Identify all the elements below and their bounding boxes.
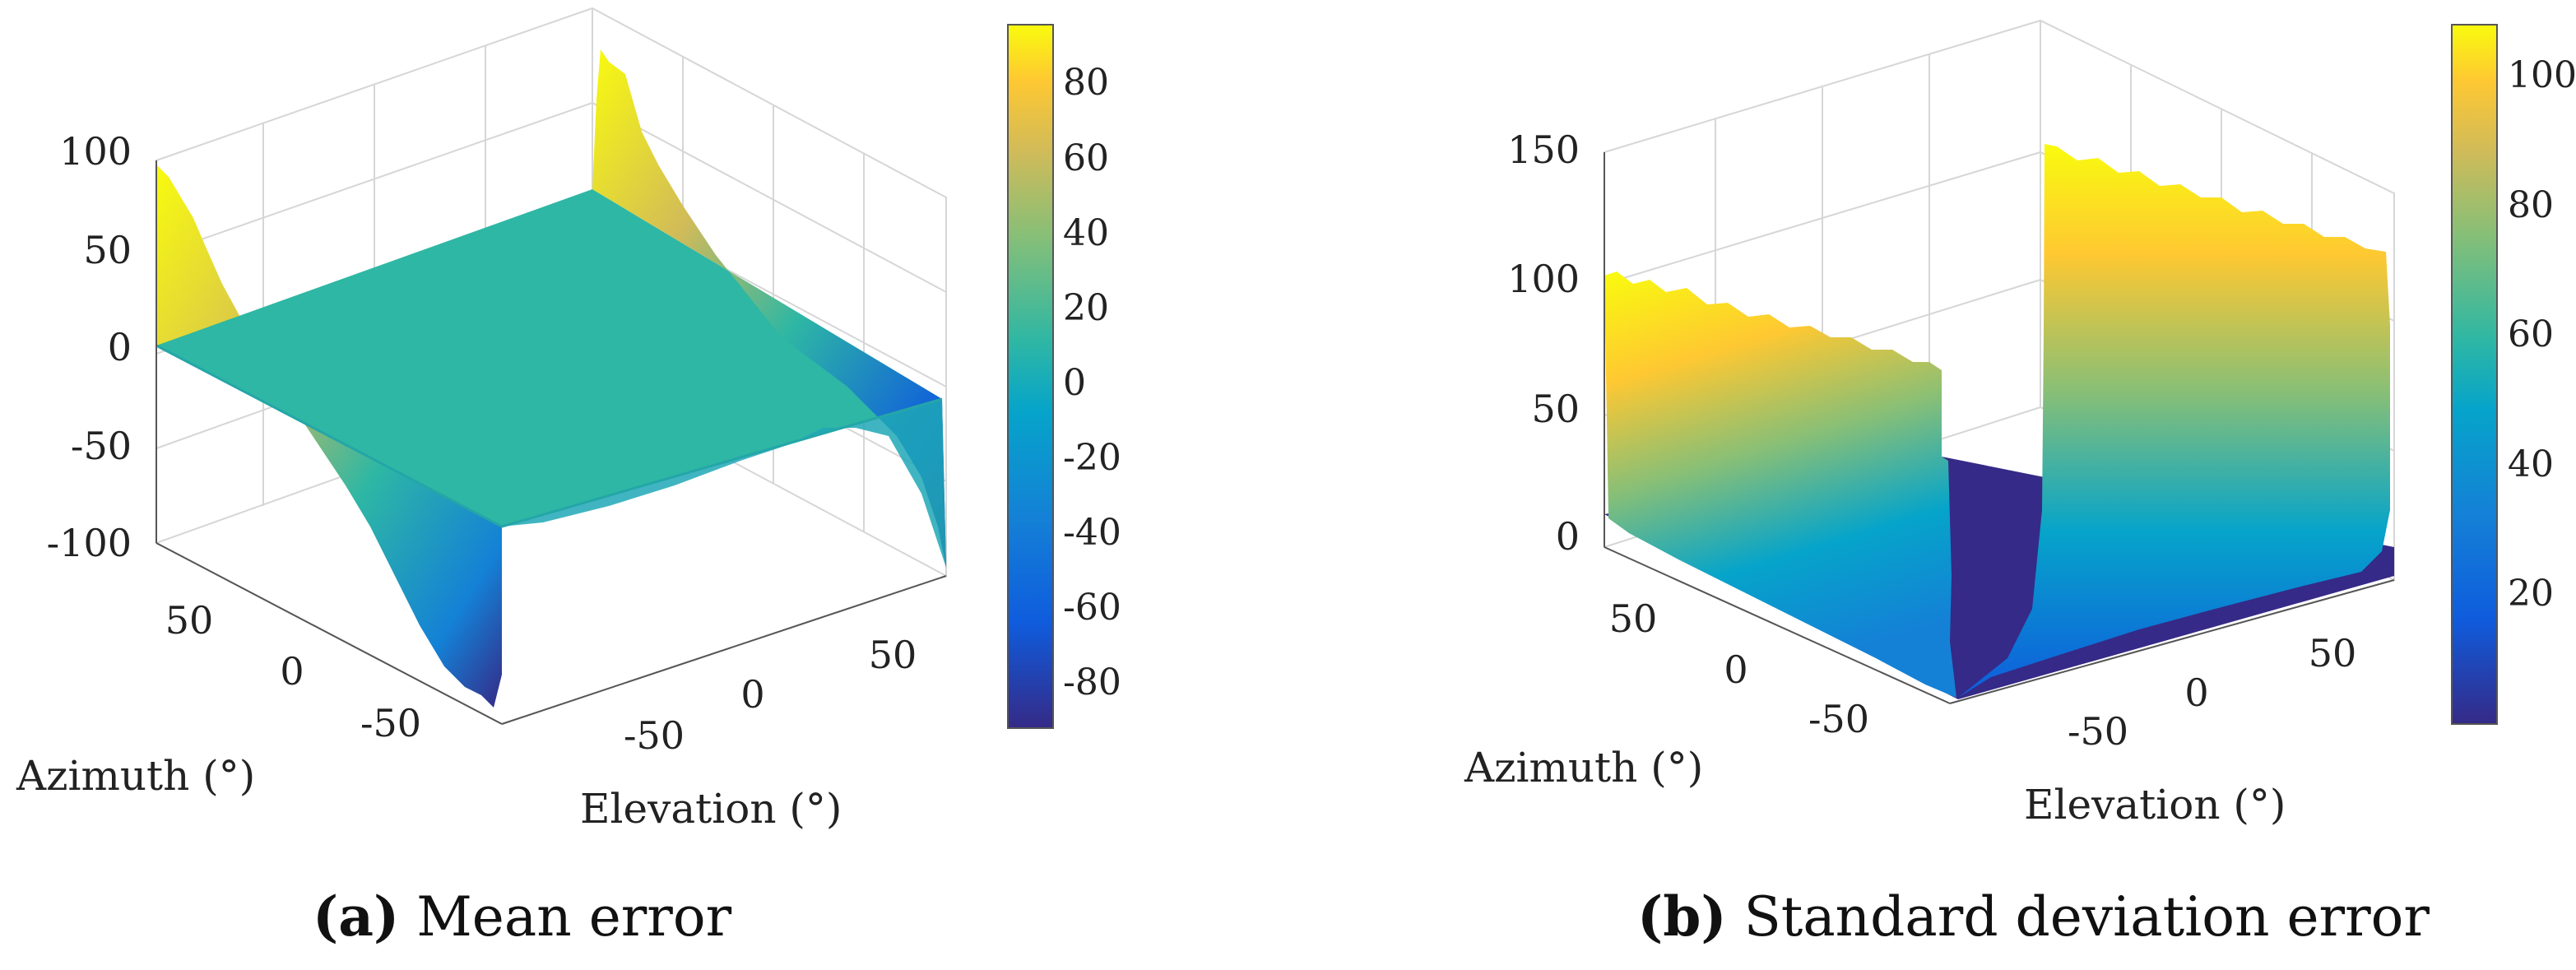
panel-b-xtick: -50 xyxy=(1808,697,1869,741)
panel-b-right-wall xyxy=(1958,144,2390,698)
panel-b-axes xyxy=(1604,152,2395,704)
panel-a-colorbar-bar xyxy=(1007,24,1054,729)
panel-a-cbtick: -80 xyxy=(1063,661,1121,703)
panel-b-colorbar-bar xyxy=(2451,24,2498,725)
caption-b: (b) Standard deviation error xyxy=(1637,884,2430,949)
panel-b-x-ticks: 50 0 -50 xyxy=(1609,596,1869,741)
panel-b-ytick: -50 xyxy=(2068,709,2128,754)
panel-a-z-ticks: 100 50 0 -50 -100 xyxy=(47,129,132,565)
panel-b-xtick: 0 xyxy=(1724,647,1748,692)
panel-a-ytick: -50 xyxy=(624,713,685,758)
panel-a-cbtick: 60 xyxy=(1063,137,1109,179)
panel-b-ytick: 0 xyxy=(2184,671,2208,715)
panel-b-left-wall xyxy=(1604,272,1956,698)
panel-a-x-ticks: 50 0 -50 xyxy=(165,598,421,745)
panel-b-z-ticks: 150 100 50 0 xyxy=(1507,128,1580,559)
panel-a-xtick: -50 xyxy=(360,701,421,745)
panel-b-cbtick: 20 xyxy=(2508,573,2554,615)
panel-a-cbtick: 40 xyxy=(1063,212,1109,254)
panel-a-ztick: 100 xyxy=(59,129,132,174)
panel-a-plateau-edge xyxy=(155,344,943,528)
panel-b-y-ticks: -50 0 50 xyxy=(2068,631,2356,754)
panel-b-ztick: 0 xyxy=(1556,514,1580,559)
panel-a-axes xyxy=(155,160,947,725)
panel-a-cbtick: -60 xyxy=(1063,587,1121,629)
panel-a: 100 50 0 -50 -100 50 0 -50 -50 0 50 Azim… xyxy=(16,7,1121,833)
panel-b-surface xyxy=(1604,144,2394,699)
panel-a-xtick: 50 xyxy=(165,598,214,643)
panel-a-surface xyxy=(155,49,946,708)
panel-a-colorbar: 80 60 40 20 0 -20 -40 -60 -80 xyxy=(1007,24,1121,729)
panel-b-cbtick: 60 xyxy=(2508,313,2554,355)
caption-a-tag: (a) xyxy=(313,884,400,949)
panel-b-ytick: 50 xyxy=(2309,631,2357,675)
caption-b-tag: (b) xyxy=(1637,884,1727,949)
panel-a-ytick: 50 xyxy=(869,633,917,677)
panel-b: 150 100 50 0 50 0 -50 -50 0 50 Azimuth (… xyxy=(1464,19,2576,828)
panel-a-ztick: -50 xyxy=(71,424,132,468)
panel-b-xtick: 50 xyxy=(1609,596,1658,641)
panel-b-cbtick: 80 xyxy=(2508,184,2554,226)
panel-a-ztick: 50 xyxy=(83,228,132,272)
panel-a-cbtick: 20 xyxy=(1063,287,1109,329)
panel-a-cbtick: -20 xyxy=(1063,437,1121,479)
panel-b-ztick: 100 xyxy=(1507,257,1580,301)
panel-a-cbtick: 80 xyxy=(1063,62,1109,104)
panel-a-ztick: -100 xyxy=(47,521,132,565)
panel-b-cbtick: 40 xyxy=(2508,443,2554,485)
panel-a-plateau xyxy=(156,189,942,527)
panel-b-cbtick: 100 xyxy=(2508,54,2576,96)
panel-a-front-ridge xyxy=(502,399,946,568)
panel-b-ztick: 150 xyxy=(1507,128,1580,172)
panel-b-ylabel: Elevation (°) xyxy=(2024,781,2286,828)
panel-a-right-wall xyxy=(592,49,946,568)
panel-a-cbtick: 0 xyxy=(1063,362,1086,404)
panel-a-xtick: 0 xyxy=(280,649,304,694)
panel-a-y-ticks: -50 0 50 xyxy=(624,633,917,758)
caption-a-text: Mean error xyxy=(416,885,732,949)
panel-a-ztick: 0 xyxy=(108,325,132,369)
panel-b-colorbar: 100 80 60 40 20 xyxy=(2451,24,2576,725)
panel-b-xlabel: Azimuth (°) xyxy=(1464,744,1703,791)
panel-a-ytick: 0 xyxy=(740,672,764,717)
caption-a: (a) Mean error xyxy=(313,884,731,949)
panel-b-ztick: 50 xyxy=(1531,387,1580,431)
caption-b-text: Standard deviation error xyxy=(1743,885,2430,949)
panel-a-ylabel: Elevation (°) xyxy=(580,785,842,833)
panel-a-xlabel: Azimuth (°) xyxy=(16,752,255,800)
panel-a-cbtick: -40 xyxy=(1063,512,1121,554)
